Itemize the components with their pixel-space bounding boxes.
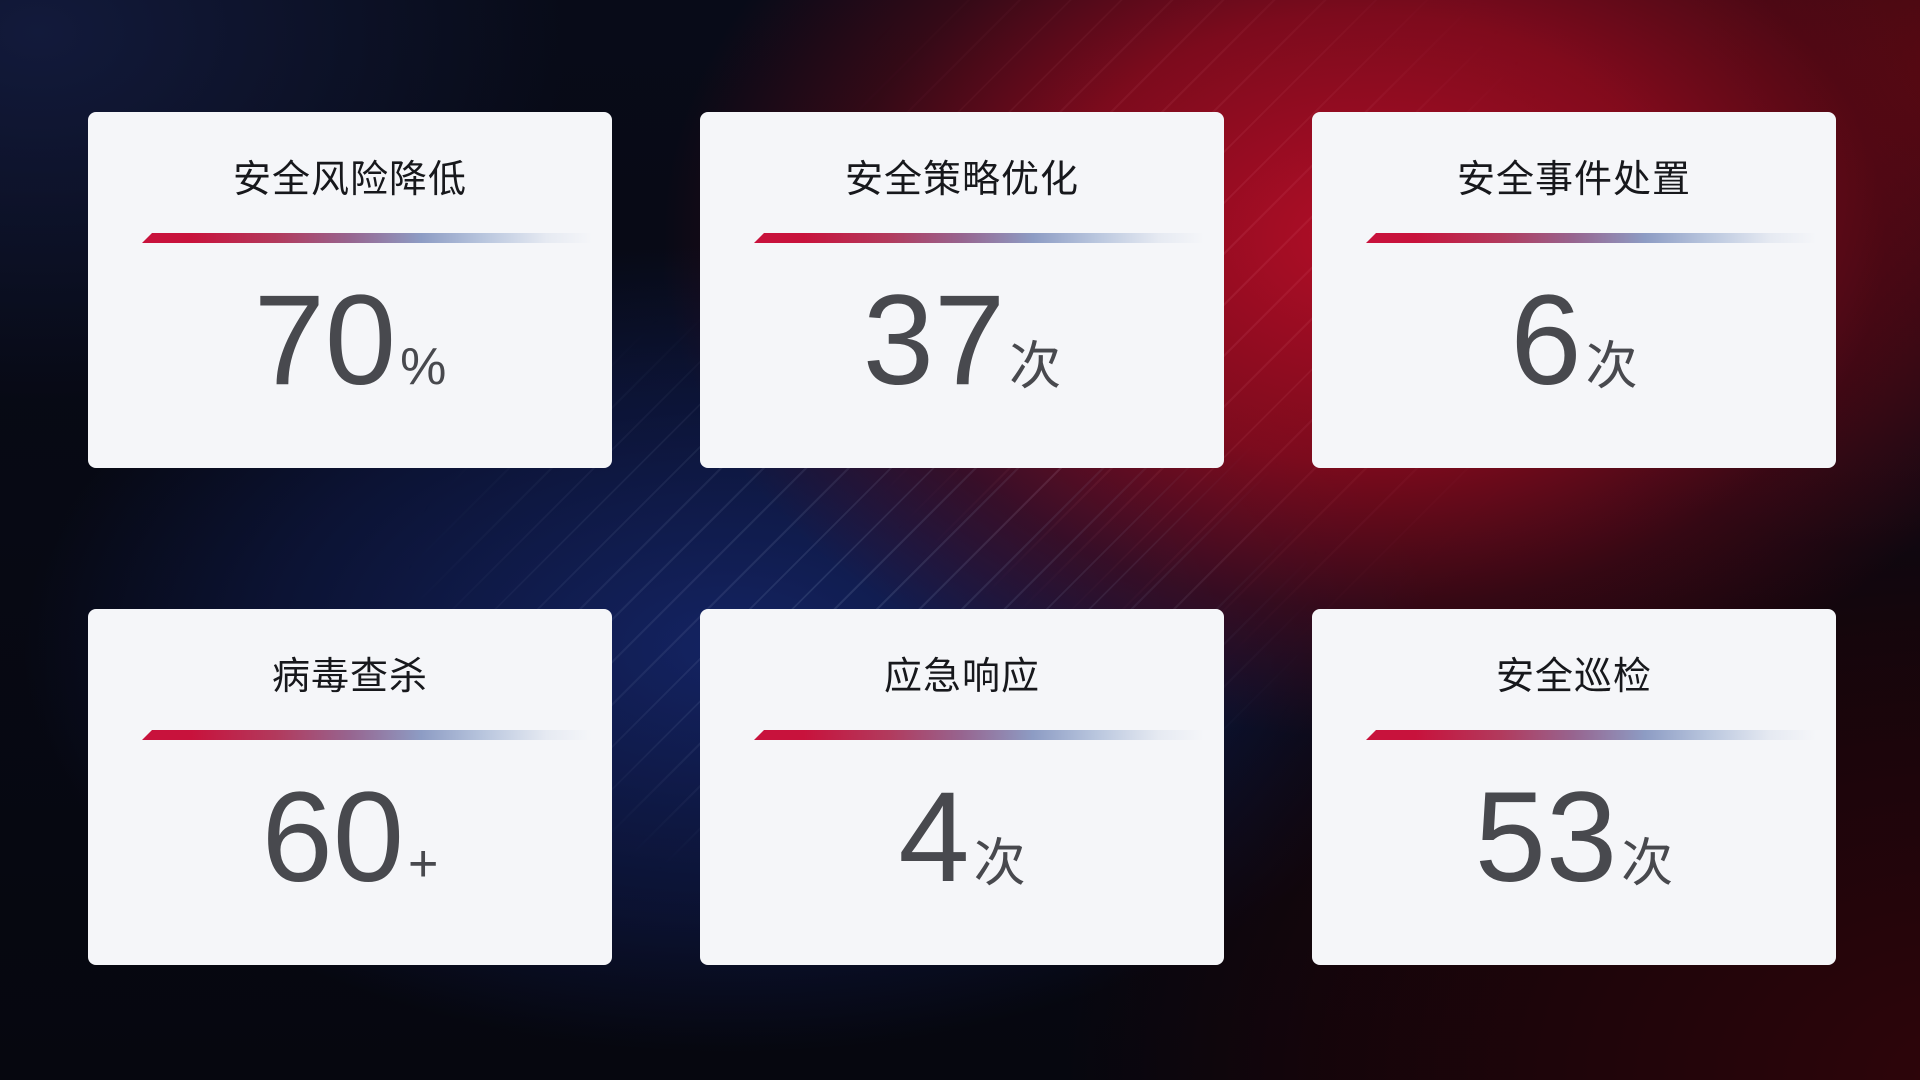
stat: 4 次 <box>700 774 1224 902</box>
accent-gradient-line <box>1366 730 1816 740</box>
stat-value: 70 <box>253 269 397 412</box>
stat-card-incident-handling: 安全事件处置 6 次 <box>1312 112 1836 468</box>
stat-unit: 次 <box>973 835 1026 893</box>
stat-card-virus-scan: 病毒查杀 60 + <box>88 609 612 965</box>
stat-unit: 次 <box>1009 338 1062 396</box>
card-title: 安全事件处置 <box>1456 159 1691 201</box>
stat-unit: 次 <box>1585 338 1638 396</box>
card-title: 安全策略优化 <box>844 159 1079 201</box>
accent-gradient-line <box>142 730 592 740</box>
accent-gradient-line <box>754 730 1204 740</box>
stat-value: 4 <box>898 766 970 909</box>
stat: 53 次 <box>1312 774 1836 902</box>
stat-value: 60 <box>261 766 404 909</box>
stat: 6 次 <box>1312 277 1836 405</box>
stat: 70 % <box>88 277 612 405</box>
stat-value: 37 <box>862 269 1006 412</box>
accent-gradient-line <box>754 233 1204 243</box>
stat-card-policy-optimization: 安全策略优化 37 次 <box>700 112 1224 468</box>
card-title: 病毒查杀 <box>271 656 428 698</box>
stat-card-security-patrol: 安全巡检 53 次 <box>1312 609 1836 965</box>
stat-value: 53 <box>1474 766 1618 909</box>
stat: 37 次 <box>700 277 1224 405</box>
stat-card-emergency-response: 应急响应 4 次 <box>700 609 1224 965</box>
stat-value: 6 <box>1510 269 1582 412</box>
card-title: 安全风险降低 <box>232 159 467 201</box>
stat-unit: % <box>400 338 447 396</box>
stat-unit: + <box>408 835 439 893</box>
stat-card-risk-reduction: 安全风险降低 70 % <box>88 112 612 468</box>
card-title: 应急响应 <box>883 656 1040 698</box>
card-title: 安全巡检 <box>1495 656 1652 698</box>
accent-gradient-line <box>1366 233 1816 243</box>
stat-unit: 次 <box>1621 835 1674 893</box>
accent-gradient-line <box>142 233 592 243</box>
stat-card-grid: 安全风险降低 70 % 安全策略优化 37 次 安全事件处置 6 次 病毒查杀 … <box>88 112 1836 965</box>
stat: 60 + <box>88 774 612 902</box>
